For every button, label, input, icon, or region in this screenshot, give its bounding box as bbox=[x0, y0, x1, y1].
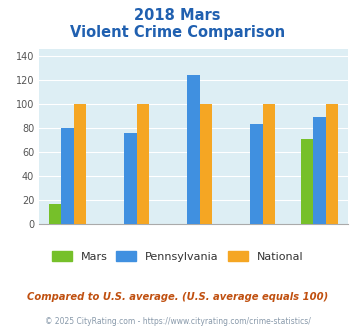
Bar bbox=[301, 139, 313, 224]
Bar bbox=[74, 104, 86, 224]
Text: Violent Crime Comparison: Violent Crime Comparison bbox=[70, 25, 285, 40]
Bar bbox=[137, 104, 149, 224]
Bar bbox=[313, 117, 326, 224]
Text: © 2025 CityRating.com - https://www.cityrating.com/crime-statistics/: © 2025 CityRating.com - https://www.city… bbox=[45, 317, 310, 326]
Bar bbox=[263, 104, 275, 224]
Bar bbox=[49, 204, 61, 224]
Bar bbox=[124, 133, 137, 224]
Text: 2018 Mars: 2018 Mars bbox=[134, 8, 221, 23]
Bar bbox=[326, 104, 338, 224]
Text: Compared to U.S. average. (U.S. average equals 100): Compared to U.S. average. (U.S. average … bbox=[27, 292, 328, 302]
Bar bbox=[200, 104, 212, 224]
Bar bbox=[250, 124, 263, 224]
Bar bbox=[61, 128, 74, 224]
Bar bbox=[187, 75, 200, 224]
Legend: Mars, Pennsylvania, National: Mars, Pennsylvania, National bbox=[47, 247, 308, 267]
